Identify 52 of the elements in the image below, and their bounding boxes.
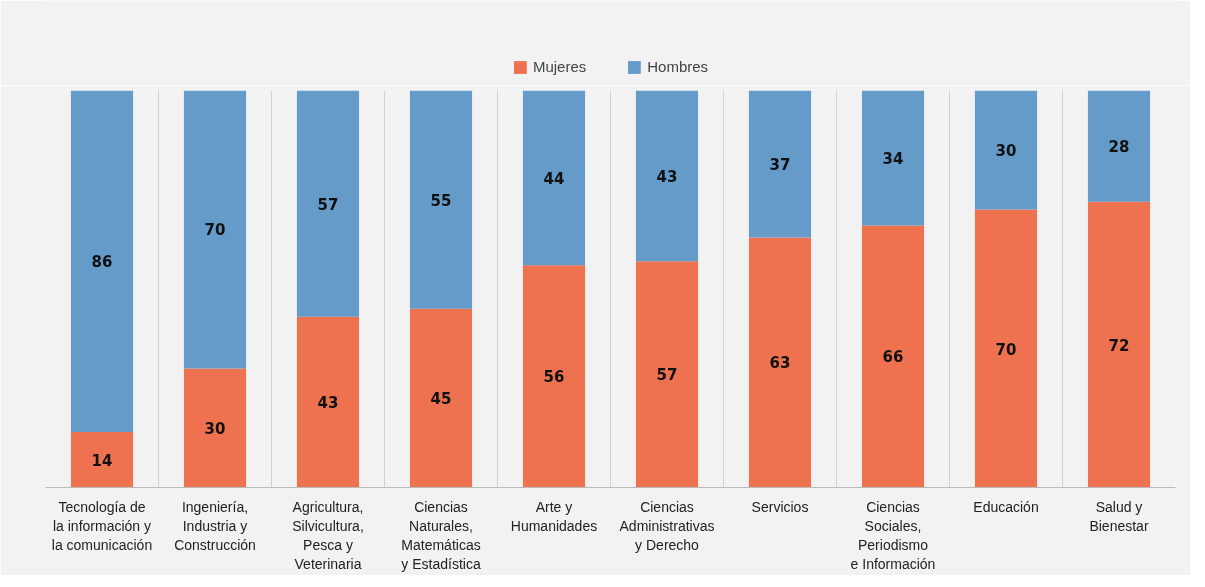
bar bbox=[1087, 90, 1151, 202]
data-label: 72 bbox=[1108, 336, 1130, 355]
data-label: 30 bbox=[995, 142, 1017, 161]
x-tick-label: Salud y Bienestar bbox=[1089, 498, 1149, 534]
bar bbox=[70, 431, 134, 488]
x-tick-label: Ciencias Administrativas y Derecho bbox=[619, 498, 715, 553]
bar bbox=[974, 90, 1038, 210]
data-label: 70 bbox=[204, 221, 226, 240]
bar bbox=[522, 265, 586, 488]
bar bbox=[748, 237, 812, 488]
x-tick-label: Tecnología de la información y la comunicación bbox=[51, 498, 153, 553]
bar bbox=[183, 368, 247, 488]
data-label: 55 bbox=[430, 191, 452, 210]
bar bbox=[296, 90, 360, 317]
data-label: 56 bbox=[543, 368, 565, 387]
bar bbox=[635, 261, 699, 488]
x-tick-label: Educación bbox=[973, 498, 1039, 515]
data-label: 43 bbox=[317, 394, 339, 413]
x-tick-label: Servicios bbox=[751, 498, 809, 515]
data-label: 30 bbox=[204, 419, 226, 438]
x-tick-label: Ciencias Sociales, Periodismo e Información bbox=[850, 498, 936, 573]
data-label: 43 bbox=[656, 167, 678, 186]
bar bbox=[748, 90, 812, 238]
bar bbox=[974, 209, 1038, 488]
bar bbox=[861, 225, 925, 488]
data-label: 45 bbox=[430, 390, 452, 409]
data-label: 28 bbox=[1108, 138, 1130, 157]
x-tick-label: Ingeniería, Industria y Construcción bbox=[174, 498, 256, 553]
x-tick-label: Agricultura, Silvicultura, Pesca y Veterinaria bbox=[292, 498, 364, 573]
x-tick-label: Ciencias Naturales, Matemáticas y Estadística bbox=[401, 498, 481, 573]
data-label: 57 bbox=[317, 195, 339, 214]
bar bbox=[409, 308, 473, 488]
bar bbox=[409, 90, 473, 309]
x-tick-label: Arte y Humanidades bbox=[510, 498, 598, 534]
bar bbox=[635, 90, 699, 262]
data-label: 37 bbox=[769, 155, 791, 174]
legend-label: Mujeres bbox=[532, 58, 587, 75]
bar bbox=[70, 90, 134, 432]
bar bbox=[861, 90, 925, 226]
data-label: 14 bbox=[91, 451, 113, 470]
bar bbox=[183, 90, 247, 369]
data-label: 44 bbox=[543, 169, 565, 188]
bar bbox=[522, 90, 586, 266]
data-label: 66 bbox=[882, 348, 904, 367]
data-label: 70 bbox=[995, 340, 1017, 359]
data-label: 86 bbox=[91, 253, 113, 272]
data-label: 63 bbox=[769, 354, 791, 373]
legend-label: Hombres bbox=[647, 58, 709, 75]
data-label: 34 bbox=[882, 149, 904, 168]
bar bbox=[296, 316, 360, 488]
data-label: 57 bbox=[656, 366, 678, 385]
bar bbox=[1087, 201, 1151, 488]
